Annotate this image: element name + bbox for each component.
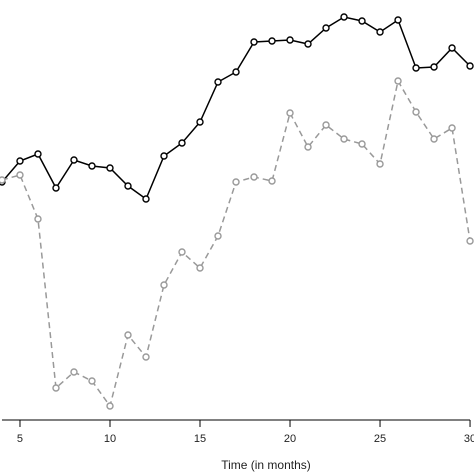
x-tick-label: 20 (284, 433, 296, 445)
point (34, 150, 42, 158)
point (0, 176, 6, 184)
point (70, 368, 78, 376)
point (340, 13, 348, 21)
point (16, 157, 24, 165)
point (394, 16, 402, 24)
point (142, 353, 150, 361)
point (466, 237, 474, 245)
point (196, 118, 204, 126)
point (34, 215, 42, 223)
point (178, 248, 186, 256)
point (394, 77, 402, 85)
point (358, 140, 366, 148)
x-tick-label: 5 (17, 433, 23, 445)
point (160, 152, 168, 160)
point (448, 44, 456, 52)
x-tick-label: 30 (464, 433, 474, 445)
point (286, 109, 294, 117)
point (448, 124, 456, 132)
point (70, 156, 78, 164)
point (250, 38, 258, 46)
point (268, 37, 276, 45)
point (178, 139, 186, 147)
point (196, 264, 204, 272)
point (322, 121, 330, 129)
x-axis-label: Time (in months) (221, 458, 311, 472)
point (232, 68, 240, 76)
point (52, 384, 60, 392)
point (88, 377, 96, 385)
x-tick-label: 15 (194, 433, 206, 445)
point (124, 331, 132, 339)
point (304, 143, 312, 151)
point (412, 64, 420, 72)
point (322, 24, 330, 32)
point (16, 171, 24, 179)
x-tick-label: 10 (104, 433, 116, 445)
point (88, 162, 96, 170)
x-tick-label: 25 (374, 433, 386, 445)
point (304, 40, 312, 48)
point (106, 402, 114, 410)
point (250, 173, 258, 181)
point (124, 182, 132, 190)
point (430, 63, 438, 71)
point (358, 17, 366, 25)
series-line (1, 78, 471, 408)
point (214, 78, 222, 86)
point (106, 164, 114, 172)
point (52, 184, 60, 192)
point (466, 62, 474, 70)
point (376, 160, 384, 168)
point (286, 36, 294, 44)
point (142, 195, 150, 203)
point (430, 135, 438, 143)
point (376, 28, 384, 36)
point (340, 135, 348, 143)
series-line (1, 16, 471, 201)
point (412, 108, 420, 116)
point (214, 232, 222, 240)
point (268, 177, 276, 185)
point (232, 178, 240, 186)
point (160, 281, 168, 289)
